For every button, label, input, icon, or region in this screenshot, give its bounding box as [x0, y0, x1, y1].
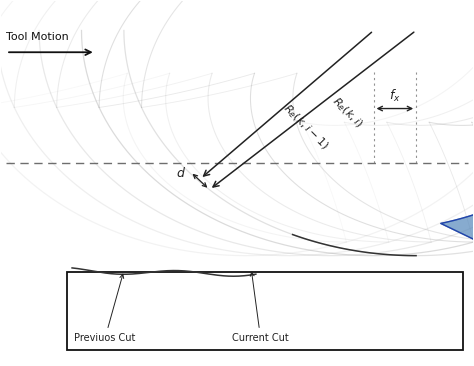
Text: $R_e(k,i)$: $R_e(k,i)$ — [329, 94, 365, 130]
Text: $R_e(k,i-1)$: $R_e(k,i-1)$ — [280, 101, 330, 152]
Text: Previuos Cut: Previuos Cut — [74, 274, 136, 343]
Text: Tool Motion: Tool Motion — [6, 31, 69, 41]
Text: $t_u(i,j,k)$: $t_u(i,j,k)$ — [0, 365, 1, 366]
Text: $d$: $d$ — [176, 166, 186, 180]
Bar — [67, 272, 463, 350]
Text: Current Cut: Current Cut — [232, 272, 289, 343]
Text: $f_x$: $f_x$ — [389, 87, 401, 104]
Polygon shape — [441, 82, 474, 248]
